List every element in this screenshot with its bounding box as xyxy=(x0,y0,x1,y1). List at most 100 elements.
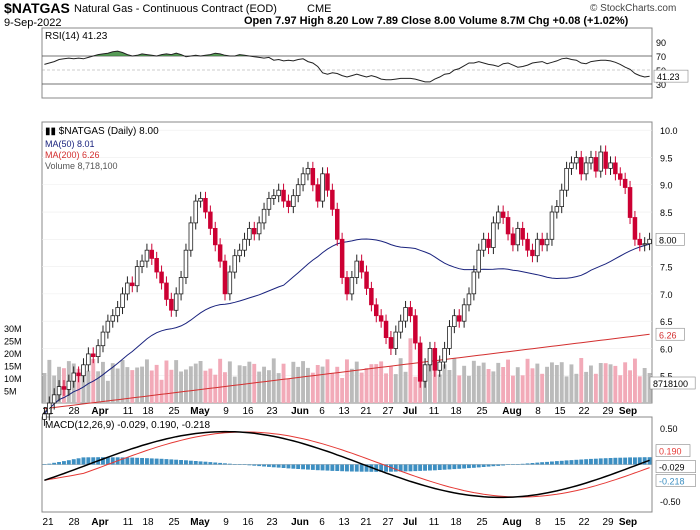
candle-body xyxy=(608,162,613,169)
volume-bar xyxy=(550,362,554,403)
candle-body xyxy=(330,189,335,210)
volume-bar xyxy=(520,375,525,403)
symbol-description: Natural Gas - Continuous Contract (EOD) xyxy=(74,3,277,15)
candle-body xyxy=(276,189,281,197)
volume-bar xyxy=(154,364,159,403)
candle-body xyxy=(159,271,164,284)
candle-body xyxy=(242,238,247,251)
macd-histogram-bar xyxy=(149,458,154,465)
volume-tick: 25M xyxy=(4,337,22,347)
candle-body xyxy=(134,266,140,287)
macd-histogram-bar xyxy=(413,464,418,472)
macd-histogram-bar xyxy=(145,458,149,465)
volume-bar xyxy=(413,376,418,403)
macd-histogram-bar xyxy=(467,464,471,469)
macd-histogram-bar xyxy=(359,464,364,472)
candle-body xyxy=(227,271,233,295)
macd-histogram-bar xyxy=(462,464,467,469)
candle-body xyxy=(42,413,47,420)
x-axis-label: 6 xyxy=(319,406,325,417)
candle-body xyxy=(100,331,106,347)
candle-body xyxy=(178,277,184,295)
volume-bar xyxy=(223,372,227,403)
volume-bar xyxy=(589,365,593,403)
volume-bar xyxy=(393,374,398,403)
macd-hist-tag: -0.218 xyxy=(659,476,685,486)
candle-body xyxy=(56,386,62,396)
macd-histogram-bar xyxy=(452,464,457,470)
macd-histogram-bar xyxy=(379,464,384,472)
macd-histogram-bar xyxy=(91,457,96,465)
macd-histogram-bar xyxy=(496,464,501,466)
macd-histogram-bar xyxy=(276,464,281,468)
x-axis-label: 18 xyxy=(450,517,462,528)
candle-body xyxy=(647,238,652,245)
volume-bar xyxy=(237,365,242,403)
macd-histogram-bar xyxy=(179,460,183,465)
candle-body xyxy=(271,195,276,199)
volume-bar xyxy=(330,372,335,403)
volume-bar xyxy=(145,359,149,403)
x-axis-label: 29 xyxy=(602,406,614,417)
price-tick: 8.5 xyxy=(660,208,673,218)
volume-bar xyxy=(120,360,125,403)
volume-bar xyxy=(554,365,559,403)
macd-histogram-bar xyxy=(486,464,491,467)
macd-histogram-bar xyxy=(218,462,223,465)
macd-histogram-bar xyxy=(554,461,559,465)
macd-histogram-bar xyxy=(340,464,345,472)
volume-tick: 5M xyxy=(4,387,17,397)
candle-body xyxy=(447,326,452,349)
candle-body xyxy=(125,282,130,295)
volume-bar xyxy=(213,374,218,403)
macd-histogram-bar xyxy=(198,461,203,465)
candle-body xyxy=(144,249,150,262)
volume-bar xyxy=(432,364,437,403)
volume-bar xyxy=(501,367,506,403)
x-axis-label: Jul xyxy=(403,517,418,528)
candle-body xyxy=(383,320,389,339)
volume-bar xyxy=(164,360,169,403)
volume-bar xyxy=(389,366,393,403)
x-axis-label: Sep xyxy=(619,406,637,417)
volume-bar xyxy=(86,370,91,403)
x-axis-label: 11 xyxy=(429,406,440,417)
volume-bar xyxy=(340,378,345,403)
macd-histogram-bar xyxy=(101,457,105,465)
candle-body xyxy=(325,173,330,191)
macd-histogram-bar xyxy=(559,460,564,465)
volume-bar xyxy=(291,361,296,403)
candle-body xyxy=(359,260,364,273)
candle-body xyxy=(300,173,306,186)
candle-body xyxy=(520,227,525,240)
x-axis-label: 15 xyxy=(554,517,566,528)
candle-body xyxy=(349,277,355,295)
price-tick: 9.0 xyxy=(660,181,673,191)
candle-body xyxy=(139,260,145,268)
candle-body xyxy=(66,380,72,390)
volume-bar xyxy=(467,375,471,403)
candle-body xyxy=(154,257,159,273)
candle-body xyxy=(491,222,496,248)
macd-histogram-bar xyxy=(242,464,247,465)
volume-bar xyxy=(379,361,384,403)
macd-histogram-bar xyxy=(135,457,140,465)
volume-bar xyxy=(184,369,188,403)
ohlc-summary: Open 7.97 High 8.20 Low 7.89 Close 8.00 … xyxy=(244,15,629,27)
x-axis-label: 18 xyxy=(142,406,154,417)
candle-body xyxy=(559,189,565,207)
candle-body xyxy=(256,222,262,235)
volume-bar xyxy=(569,364,574,403)
x-axis-label: Aug xyxy=(502,517,521,528)
x-axis-label: May xyxy=(190,517,210,528)
macd-histogram-bar xyxy=(613,457,618,465)
macd-histogram-bar xyxy=(345,464,349,472)
volume-bar xyxy=(306,367,310,403)
volume-bar xyxy=(105,380,110,403)
candle-body xyxy=(642,243,647,246)
macd-histogram-bar xyxy=(110,457,115,465)
macd-histogram-bar xyxy=(564,460,569,465)
macd-histogram-bar xyxy=(598,458,603,465)
candle-body xyxy=(217,244,223,262)
candle-body xyxy=(403,307,408,322)
